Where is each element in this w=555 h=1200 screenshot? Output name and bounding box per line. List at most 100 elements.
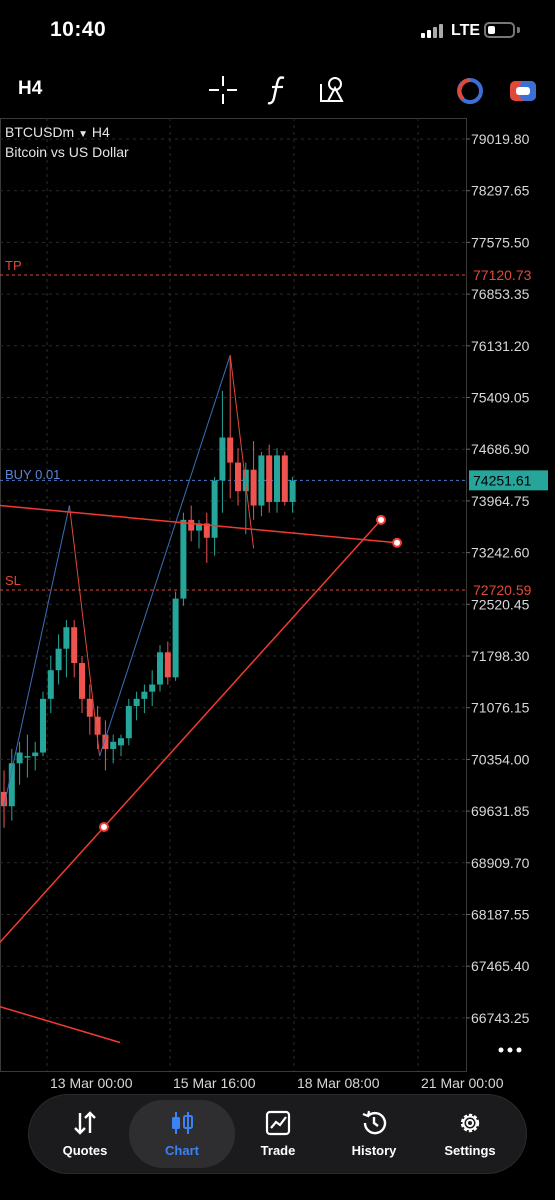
price-axis-label: 66743.25: [471, 1010, 530, 1026]
candle-body: [55, 648, 62, 671]
price-chart[interactable]: 77120.73 74251.61 72720.59 79019.80 78297.6…: [0, 118, 555, 1093]
buy-label: BUY 0.01: [5, 467, 61, 482]
candle-body: [235, 462, 241, 492]
candle-body: [281, 455, 288, 502]
lower-trendline: [0, 1005, 121, 1044]
history-icon: [362, 1110, 387, 1135]
price-axis-label: 68909.70: [471, 855, 530, 871]
candle-body: [258, 455, 265, 506]
sl-price-value: 72720.59: [473, 582, 532, 598]
nav-quotes-label: Quotes: [62, 1143, 108, 1158]
trendline-anchor: [392, 537, 402, 548]
candle-body: [1, 791, 7, 807]
trading-toggle-icon[interactable]: [508, 78, 538, 104]
resistance-trendline: [0, 504, 398, 544]
candle-body: [141, 691, 148, 699]
time-axis-label: 18 Mar 08:00: [297, 1075, 380, 1091]
account-switch-icon[interactable]: [455, 76, 485, 106]
candle-body: [24, 756, 31, 758]
candle-body: [71, 627, 78, 664]
signal-icon: [421, 24, 447, 38]
price-axis-label: 72520.45: [471, 596, 530, 612]
zigzag-down-1: [68, 505, 101, 757]
battery-icon: [484, 22, 515, 38]
price-axis-label: 70354.00: [471, 751, 530, 767]
candle-body: [180, 519, 187, 599]
nav-chart[interactable]: Chart: [134, 1095, 230, 1173]
status-time: 10:40: [50, 18, 107, 41]
chart-frame: [0, 118, 467, 1072]
price-axis-label: 71798.30: [471, 648, 530, 664]
chart-grid: [0, 118, 467, 1072]
candle-body: [102, 734, 109, 749]
battery-cap: [517, 27, 520, 33]
candle-body: [157, 652, 163, 685]
symbol-description: Bitcoin vs US Dollar: [5, 144, 129, 160]
candle-body: [94, 716, 101, 735]
price-axis-label: 67465.40: [471, 958, 530, 974]
candle-body: [172, 598, 179, 678]
buy-price-value: 74251.61: [473, 472, 532, 488]
trendline-anchor: [99, 821, 109, 832]
candle-body: [32, 752, 39, 757]
buy-price-tag: [469, 470, 548, 491]
candle-body: [40, 698, 46, 753]
support-trendline: [0, 519, 382, 943]
nav-chart-label: Chart: [165, 1143, 199, 1158]
candle-body: [274, 455, 280, 502]
price-axis-label: 68187.55: [471, 907, 530, 923]
candle-body: [250, 469, 257, 506]
candle-body: [110, 741, 117, 749]
nav-trade[interactable]: Trade: [230, 1095, 326, 1173]
candle-body: [219, 437, 226, 481]
price-axis-label: 71076.15: [471, 700, 530, 716]
crosshair-icon[interactable]: [208, 75, 238, 105]
price-axis-label: 69631.85: [471, 803, 530, 819]
candle-body: [266, 455, 273, 502]
candle-body: [16, 752, 23, 764]
price-axis-label: 77575.50: [471, 234, 530, 250]
candle-body: [86, 698, 93, 717]
symbol-title[interactable]: BTCUSDm ▼ H4: [5, 124, 110, 140]
more-options-icon[interactable]: [497, 1040, 525, 1060]
candle-body: [289, 480, 296, 502]
network-type: LTE: [451, 22, 481, 39]
nav-settings-label: Settings: [444, 1143, 496, 1158]
chart-icon: [172, 1112, 193, 1134]
nav-settings[interactable]: Settings: [422, 1095, 518, 1173]
tp-label: TP: [5, 258, 22, 273]
nav-trade-label: Trade: [260, 1143, 296, 1158]
settings-icon: [460, 1113, 480, 1133]
candle-body: [125, 705, 132, 739]
price-axis-label: 73242.60: [471, 545, 530, 561]
nav-history[interactable]: History: [326, 1095, 422, 1173]
trade-icon: [265, 1110, 291, 1136]
candle-body: [211, 480, 218, 538]
candle-body: [188, 519, 195, 531]
candle-body: [8, 763, 15, 807]
price-axis-label: 75409.05: [471, 390, 530, 406]
zigzag-down-2: [229, 355, 255, 549]
timeframe-button[interactable]: H4: [18, 78, 43, 99]
trendline-anchor: [376, 514, 386, 525]
time-axis-label: 13 Mar 00:00: [50, 1075, 133, 1091]
nav-history-label: History: [351, 1143, 397, 1158]
price-axis-label: 74686.90: [471, 441, 530, 457]
function-icon[interactable]: [266, 74, 290, 106]
candle-body: [118, 738, 124, 746]
candle-body: [164, 652, 171, 678]
tp-price-value: 77120.73: [473, 267, 532, 283]
price-axis-label: 79019.80: [471, 131, 530, 147]
candle-body: [196, 523, 202, 531]
time-axis-label: 21 Mar 00:00: [421, 1075, 504, 1091]
candle-body: [203, 523, 210, 538]
active-tab-highlight: [129, 1100, 235, 1168]
price-axis-label: 73964.75: [471, 493, 530, 509]
candle-body: [63, 627, 70, 649]
objects-icon[interactable]: [318, 74, 348, 104]
candle-body: [47, 670, 54, 699]
bottom-nav: Quotes Chart Trade History Settings: [28, 1094, 527, 1174]
candle-body: [79, 663, 85, 699]
candle-body: [227, 437, 234, 463]
nav-quotes[interactable]: Quotes: [37, 1095, 133, 1173]
